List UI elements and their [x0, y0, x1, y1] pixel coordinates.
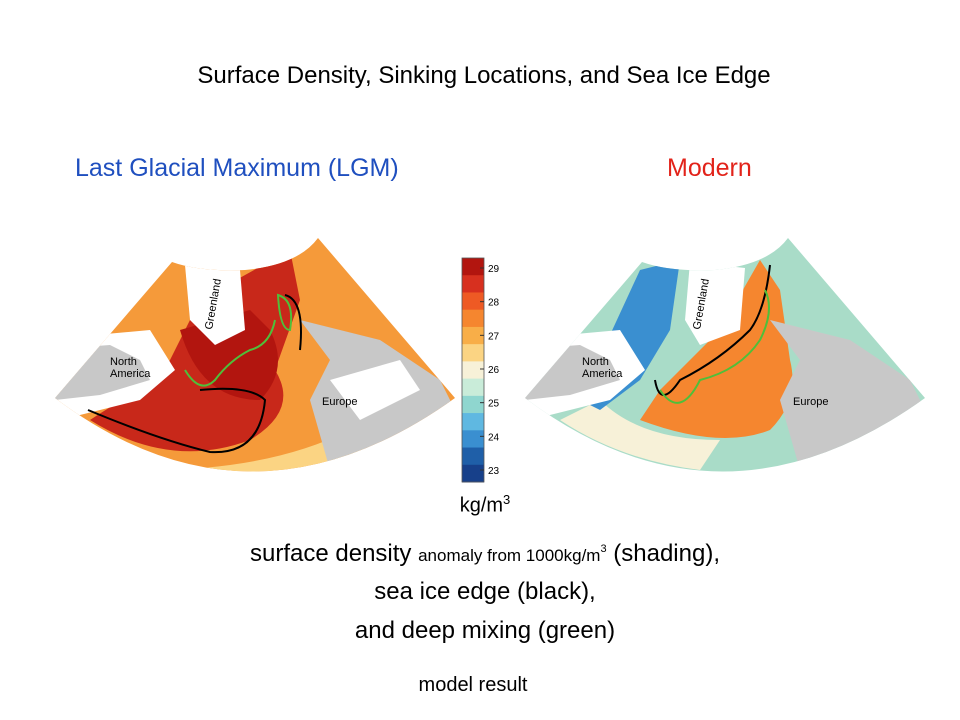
caption-sup: 3	[600, 543, 607, 555]
caption-text: anomaly from 1000kg/m	[418, 546, 601, 565]
colorbar-swatch	[462, 292, 484, 311]
colorbar-swatch	[462, 413, 484, 431]
colorbar-swatch	[462, 344, 484, 362]
colorbar-swatch	[462, 258, 484, 276]
colorbar-swatch	[462, 464, 484, 483]
lgm-map: Greenland North America Europe	[55, 238, 455, 472]
map-label: Europe	[322, 396, 357, 408]
colorbar-swatch	[462, 309, 484, 328]
caption-line: surface density anomaly from 1000kg/m3 (…	[250, 540, 720, 568]
caption-line: and deep mixing (green)	[354, 617, 616, 644]
colorbar-tick-label: 28	[488, 298, 500, 309]
colorbar-swatch	[462, 378, 484, 397]
colorbar-swatch	[462, 275, 484, 293]
colorbar-tick-label: 27	[488, 331, 500, 342]
caption-line: sea ice edge (black),	[374, 578, 596, 605]
panel-title: Last Glacial Maximum (LGM)	[75, 154, 399, 182]
colorbar-tick-label: 25	[488, 399, 500, 410]
modern-map: Greenland North America Europe	[525, 238, 925, 472]
colorbar-tick-label: 23	[488, 466, 500, 477]
unit: kg/m	[459, 494, 504, 517]
caption-text: surface density	[250, 540, 419, 567]
map-label: Europe	[793, 396, 828, 408]
colorbar-frame	[461, 257, 485, 483]
colorbar-swatch	[462, 395, 484, 414]
colorbar: 29 28 27 26 25 24 23	[461, 257, 500, 483]
map-label: North America	[582, 356, 623, 380]
colorbar-tick-label: 24	[488, 432, 500, 443]
caption-text: (shading),	[606, 540, 720, 567]
colorbar-swatch	[462, 326, 484, 345]
panel-title: Modern	[667, 154, 752, 182]
colorbar-unit: kg/m3	[460, 492, 511, 518]
footer: model result	[418, 674, 528, 696]
colorbar-swatch	[462, 361, 484, 380]
colorbar-tick-label: 29	[488, 264, 500, 275]
map-label: North America	[110, 356, 151, 380]
unit-sup: 3	[503, 492, 511, 507]
slide-title: Surface Density, Sinking Locations, and …	[197, 62, 771, 89]
colorbar-swatch	[462, 430, 484, 449]
colorbar-swatch	[462, 447, 484, 466]
colorbar-tick-label: 26	[488, 365, 500, 376]
